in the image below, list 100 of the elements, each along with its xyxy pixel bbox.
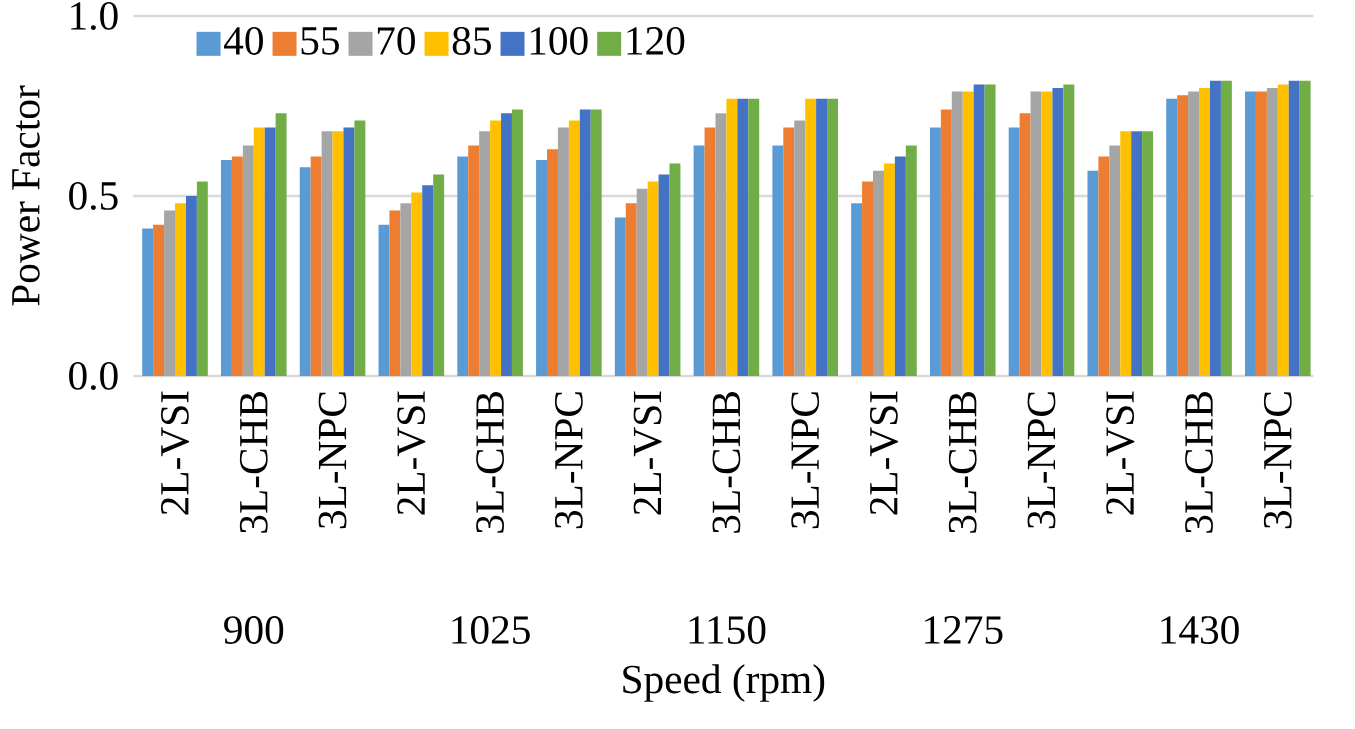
bar: [636, 188, 648, 376]
bar: [894, 156, 906, 376]
bar: [1199, 88, 1210, 376]
bar: [1041, 91, 1053, 376]
legend-label: 120: [627, 26, 685, 55]
x-tick-label: 3L-CHB: [1185, 392, 1213, 533]
bar: [175, 203, 186, 376]
legend-label: 55: [301, 27, 339, 55]
bar: [1120, 131, 1132, 376]
bar: [321, 131, 333, 376]
legend-label: 40: [224, 26, 263, 55]
text: 1430: [1161, 616, 1239, 644]
bar: [479, 131, 491, 376]
bar: [929, 127, 941, 376]
bar: [794, 120, 806, 376]
legend-label: 70: [377, 26, 415, 55]
bar: [1245, 91, 1256, 376]
bar: [1019, 113, 1031, 376]
bar: [737, 98, 749, 376]
bar: [579, 109, 591, 376]
bar: [1131, 131, 1143, 376]
bar: [805, 98, 817, 376]
text: 900: [224, 616, 284, 644]
bar: [905, 145, 917, 376]
bar: [1209, 80, 1221, 376]
bar: [1052, 88, 1064, 376]
bar: [726, 98, 738, 376]
y-tick-label: 1.0: [71, 1, 118, 31]
bar: [1030, 91, 1042, 376]
x-tick-label: 2L-VSI: [161, 391, 189, 515]
x-tick-label: 3L-NPC: [1027, 392, 1056, 529]
bar: [783, 127, 795, 376]
bar: [557, 127, 569, 376]
bar: [693, 145, 705, 376]
y-axis-title: Power Factor: [12, 85, 40, 306]
legend-label: 100: [530, 26, 588, 55]
bar: [1177, 95, 1189, 376]
bar: [940, 109, 952, 376]
bar: [142, 228, 154, 376]
legend-label: 85: [452, 26, 491, 55]
bar: [973, 84, 985, 376]
bar: [153, 224, 165, 376]
bar: [851, 203, 863, 376]
bar: [310, 156, 322, 376]
bar: [185, 196, 197, 376]
bar: [669, 163, 681, 376]
bar: [1166, 98, 1178, 376]
bar: [1063, 84, 1075, 376]
bar: [816, 98, 828, 376]
bar: [1008, 127, 1020, 376]
x-tick-label: 2L-VSI: [1106, 391, 1135, 515]
bar: [1087, 170, 1099, 376]
bar: [1288, 80, 1300, 376]
bar: [501, 113, 512, 376]
x-tick-label: 3L-NPC: [1263, 392, 1292, 529]
x-tick-label: 3L-CHB: [712, 392, 741, 533]
bar: [962, 91, 974, 376]
bar: [625, 203, 637, 376]
bar: [984, 84, 996, 376]
bar: [400, 203, 412, 376]
bar: [883, 163, 895, 376]
bar: [490, 120, 502, 376]
x-tick-label: 2L-VSI: [633, 391, 662, 515]
bar: [468, 145, 480, 376]
x-tick-label: 3L-CHB: [239, 392, 268, 533]
bar: [378, 224, 390, 376]
bar: [1266, 88, 1278, 376]
bar: [332, 131, 344, 376]
bar: [1299, 80, 1311, 376]
bar: [242, 145, 254, 376]
text: 1025: [452, 616, 530, 644]
bar: [1220, 80, 1232, 376]
bar: [354, 120, 366, 376]
bar: [343, 127, 355, 376]
bar: [951, 91, 963, 376]
x-tick-label: 3L-CHB: [948, 392, 977, 533]
bar: [231, 156, 243, 376]
bar: [1188, 91, 1200, 376]
bar: [196, 181, 208, 376]
bar: [827, 98, 838, 376]
bar: [704, 127, 716, 376]
bar: [715, 113, 727, 376]
text: 1150: [689, 616, 766, 644]
bar: [547, 149, 558, 376]
y-tick-label: 0.0: [69, 361, 118, 391]
bar: [614, 217, 626, 376]
bar: [748, 98, 760, 376]
bar: [275, 113, 287, 376]
x-tick-label: 2L-VSI: [869, 391, 898, 515]
bar: [1109, 145, 1121, 376]
bar: [164, 210, 176, 376]
x-tick-label: 2L-VSI: [397, 391, 426, 515]
text: 1275: [925, 616, 1003, 644]
x-tick-label: 3L-CHB: [476, 392, 504, 533]
bar: [1255, 91, 1267, 376]
bar: [1142, 131, 1154, 376]
bar: [1098, 156, 1110, 376]
x-tick-label: 3L-NPC: [318, 392, 347, 529]
bar: [862, 181, 874, 376]
bar: [536, 160, 547, 376]
